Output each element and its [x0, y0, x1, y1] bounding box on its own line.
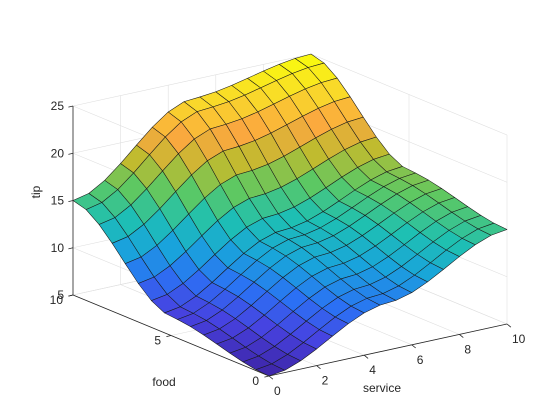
surface-layer [72, 53, 508, 377]
grid-line [72, 53, 312, 107]
z-tick-mark [68, 247, 74, 250]
z-tick-mark [68, 294, 74, 297]
z-tick-mark [68, 152, 74, 155]
x-tick-label: 10 [512, 332, 526, 346]
labels-layer: service food tip [29, 185, 401, 395]
z-tick-label: 15 [51, 194, 65, 208]
x-tick-mark [506, 323, 512, 328]
x-tick-label: 2 [322, 374, 329, 388]
y-tick-label: 10 [50, 293, 64, 307]
y-tick-mark [264, 375, 270, 378]
x-tick-mark [268, 375, 274, 380]
x-tick-label: 0 [274, 384, 281, 398]
x-tick-label: 6 [417, 353, 424, 367]
y-tick-mark [166, 335, 172, 337]
z-tick-mark [68, 105, 74, 108]
x-axis-label: service [363, 381, 401, 395]
z-tick-label: 5 [57, 288, 64, 302]
z-tick-label: 20 [51, 146, 65, 160]
x-tick-mark [411, 344, 416, 349]
z-axis-label: tip [29, 185, 43, 198]
surface-patch [477, 222, 508, 236]
x-tick-label: 8 [464, 342, 471, 356]
x-tick-mark [363, 354, 369, 359]
x-tick-label: 4 [369, 363, 376, 377]
z-tick-label: 25 [51, 99, 65, 113]
y-tick-label: 0 [252, 374, 259, 388]
z-tick-mark [68, 200, 74, 202]
x-axis-line [268, 323, 508, 377]
z-tick-label: 10 [51, 241, 65, 255]
x-tick-mark [459, 334, 464, 338]
y-tick-label: 5 [154, 334, 161, 348]
x-tick-mark [316, 365, 321, 370]
y-axis-label: food [152, 375, 175, 389]
